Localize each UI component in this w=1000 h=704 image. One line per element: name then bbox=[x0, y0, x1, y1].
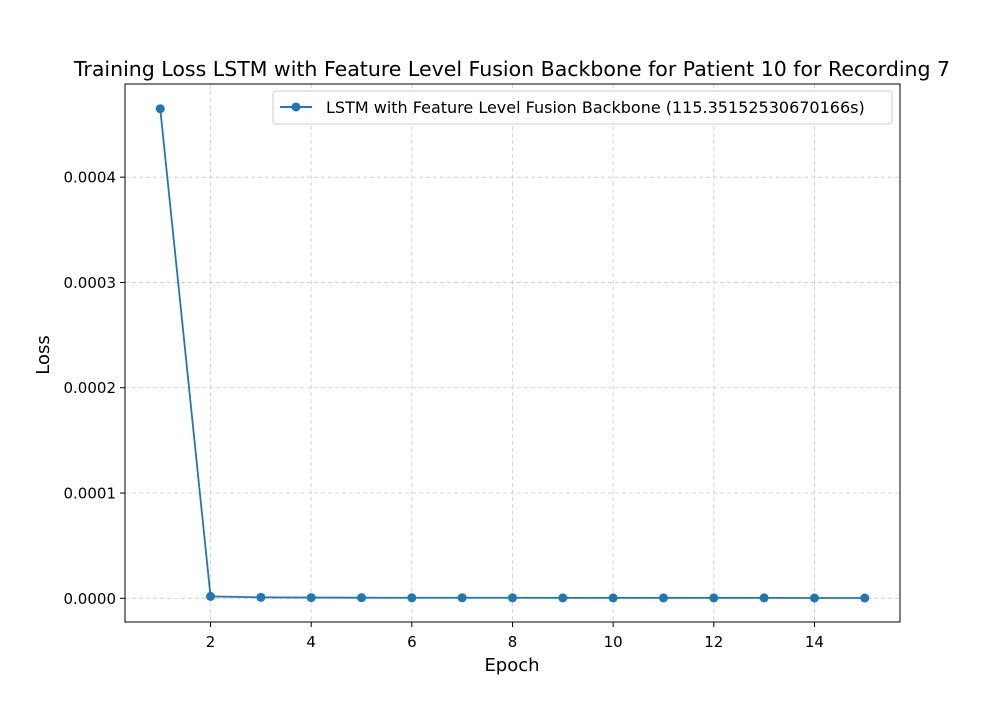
x-tick-label: 10 bbox=[604, 633, 623, 651]
data-point bbox=[809, 593, 819, 603]
x-tick-label: 2 bbox=[206, 633, 216, 651]
grid-lines bbox=[125, 84, 900, 622]
axis-ticks: 2 4 6 8 10 12 14 0.0000 0.0001 0.0002 0.0003 0.0004 bbox=[64, 169, 824, 651]
legend: LSTM with Feature Level Fusion Backbone … bbox=[272, 90, 893, 125]
data-point bbox=[508, 593, 517, 603]
x-tick-label: 8 bbox=[508, 633, 518, 651]
data-point bbox=[357, 593, 367, 603]
data-point bbox=[155, 104, 165, 114]
x-tick-label: 6 bbox=[407, 633, 417, 651]
y-tick-label: 0.0002 bbox=[64, 379, 117, 397]
legend-entry-label: LSTM with Feature Level Fusion Backbone … bbox=[326, 98, 865, 117]
legend-marker-swatch bbox=[291, 102, 301, 112]
data-point bbox=[608, 593, 618, 603]
y-tick-label: 0.0001 bbox=[64, 485, 117, 503]
x-tick-label: 4 bbox=[306, 633, 316, 651]
data-point bbox=[206, 591, 216, 601]
data-point bbox=[759, 593, 769, 603]
series-layer bbox=[155, 104, 870, 603]
y-tick-label: 0.0004 bbox=[64, 169, 117, 187]
chart-title: Training Loss LSTM with Feature Level Fu… bbox=[73, 57, 950, 81]
x-tick-label: 14 bbox=[805, 633, 824, 651]
y-axis-label: Loss bbox=[33, 335, 54, 374]
data-point bbox=[860, 593, 870, 603]
x-tick-label: 12 bbox=[704, 633, 723, 651]
x-axis-label: Epoch bbox=[484, 655, 539, 676]
y-tick-label: 0.0003 bbox=[64, 274, 117, 292]
data-point bbox=[407, 593, 417, 603]
y-tick-label: 0.0000 bbox=[64, 590, 117, 608]
legend-box bbox=[272, 90, 893, 125]
data-point bbox=[709, 593, 719, 603]
data-point bbox=[658, 593, 668, 603]
data-point bbox=[306, 593, 316, 603]
data-point bbox=[256, 592, 266, 602]
data-point bbox=[457, 593, 467, 603]
data-point bbox=[558, 593, 568, 603]
